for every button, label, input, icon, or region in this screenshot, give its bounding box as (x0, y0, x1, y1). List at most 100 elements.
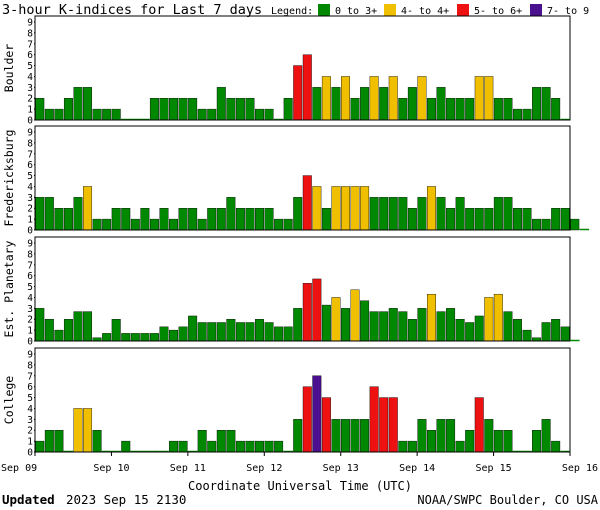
kindex-bar (465, 98, 475, 121)
kindex-bar (121, 333, 131, 342)
kindex-bar (102, 333, 112, 342)
kindex-bar (264, 322, 274, 342)
kindex-bar (379, 87, 389, 121)
kindex-bar (541, 322, 551, 342)
kindex-bar (274, 440, 284, 453)
kindex-bar (35, 440, 45, 453)
legend-item-storm: 5- to 6+ (474, 6, 522, 17)
kindex-bar (140, 208, 150, 231)
y-tick-label: 3 (27, 415, 33, 426)
x-tick-label: Sep 10 (93, 463, 129, 474)
kindex-bar (169, 98, 179, 121)
kindex-bar (493, 98, 503, 121)
legend-swatch-low (318, 4, 330, 16)
kindex-bar (302, 54, 312, 121)
kindex-bar (465, 322, 475, 342)
x-tick-label: Sep 16 (562, 463, 598, 474)
kindex-bar (407, 87, 417, 121)
kindex-bar (551, 319, 561, 342)
y-tick-label: 4 (27, 293, 33, 304)
kindex-bar (83, 186, 93, 231)
kindex-bar (398, 440, 408, 453)
kindex-bar (560, 326, 570, 342)
kindex-bar (446, 98, 456, 121)
panel-label: College (2, 376, 16, 425)
kindex-bar (455, 98, 465, 121)
kindex-bar (111, 208, 121, 231)
kindex-bar (551, 98, 561, 121)
kindex-bar (331, 297, 341, 342)
y-tick-label: 8 (27, 138, 33, 149)
kindex-bar (398, 98, 408, 121)
legend-label: Legend: (271, 6, 313, 17)
kindex-bar (532, 87, 542, 121)
x-axis-ticks: Sep 09 Sep 10 Sep 11 Sep 12 Sep 13 Sep 14 Sep … (1, 452, 598, 474)
y-tick-label: 7 (27, 260, 33, 271)
kindex-bar (426, 430, 436, 453)
legend: Legend: 0 to 3+ 4- to 4+ 5- to 6+ 7- to … (271, 4, 589, 17)
kindex-bar (417, 197, 427, 231)
y-tick-label: 9 (27, 18, 33, 29)
x-tick-label: Sep 14 (399, 463, 435, 474)
x-axis-label: Coordinate Universal Time (UTC) (188, 479, 412, 493)
kindex-bar (388, 308, 398, 342)
kindex-bar (341, 76, 350, 121)
kindex-bar (379, 197, 389, 231)
kindex-bar (541, 87, 551, 121)
y-tick-label: 2 (27, 94, 33, 105)
legend-swatch-severe (530, 4, 542, 16)
y-tick-label: 7 (27, 371, 33, 382)
kindex-bar (235, 98, 245, 121)
kindex-bar (341, 186, 350, 231)
kindex-bar (216, 322, 226, 342)
kindex-bar (512, 208, 522, 231)
y-tick-label: 4 (27, 72, 33, 83)
kindex-bar (484, 419, 494, 453)
kindex-bar (484, 297, 494, 342)
kindex-bar (102, 108, 112, 121)
kindex-bar (446, 419, 456, 453)
legend-item-severe: 7- to 9 (547, 6, 589, 17)
kindex-bar (92, 218, 102, 231)
kindex-bar (44, 197, 54, 231)
kindex-bar (54, 208, 64, 231)
kindex-bar (35, 98, 45, 121)
panel-label: Est. Planetary (2, 240, 16, 337)
kindex-bar (388, 197, 398, 231)
kindex-bar (426, 98, 436, 121)
kindex-bar (532, 218, 542, 231)
kindex-bar (503, 311, 513, 342)
kindex-bar (398, 311, 408, 342)
kindex-bar (159, 326, 169, 342)
kindex-bar (178, 326, 188, 342)
kindex-bar (474, 208, 484, 231)
kindex-bar (149, 98, 159, 121)
kindex-bar (159, 98, 169, 121)
kindex-bar (398, 197, 408, 231)
y-tick-label: 8 (27, 28, 33, 39)
kindex-bar (474, 397, 484, 453)
y-tick-label: 9 (27, 128, 33, 139)
kindex-bar (35, 197, 45, 231)
kindex-bar (512, 108, 522, 121)
kindex-bar (54, 430, 64, 453)
kindex-bar (532, 430, 542, 453)
kindex-bar (360, 186, 370, 231)
chart-title: 3-hour K-indices for Last 7 days (2, 2, 262, 18)
kindex-bar (541, 218, 551, 231)
kindex-bar (369, 197, 379, 231)
kindex-bar (178, 208, 188, 231)
kindex-bar (188, 98, 198, 121)
y-tick-label: 5 (27, 282, 33, 293)
kindex-bar (178, 440, 188, 453)
kindex-bar (130, 218, 140, 231)
kindex-bar (350, 419, 360, 453)
kindex-bar (35, 308, 45, 342)
y-tick-label: 0 (27, 337, 33, 348)
y-tick-label: 3 (27, 304, 33, 315)
kindex-bar (197, 322, 207, 342)
kindex-bar (245, 98, 255, 121)
kindex-bar (207, 322, 217, 342)
y-tick-label: 0 (27, 226, 33, 237)
kindex-bar (331, 87, 341, 121)
